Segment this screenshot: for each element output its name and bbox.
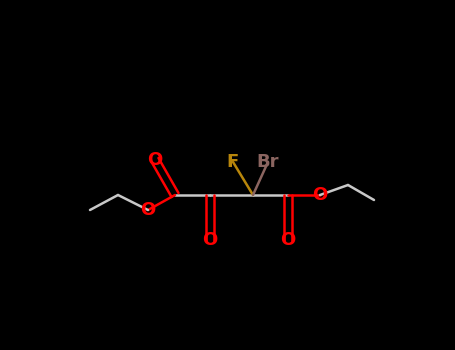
Text: F: F: [227, 153, 239, 171]
Text: O: O: [202, 231, 217, 249]
Text: O: O: [280, 231, 296, 249]
Text: Br: Br: [257, 153, 279, 171]
Text: O: O: [313, 186, 328, 204]
Text: O: O: [147, 151, 162, 169]
Text: O: O: [141, 201, 156, 219]
